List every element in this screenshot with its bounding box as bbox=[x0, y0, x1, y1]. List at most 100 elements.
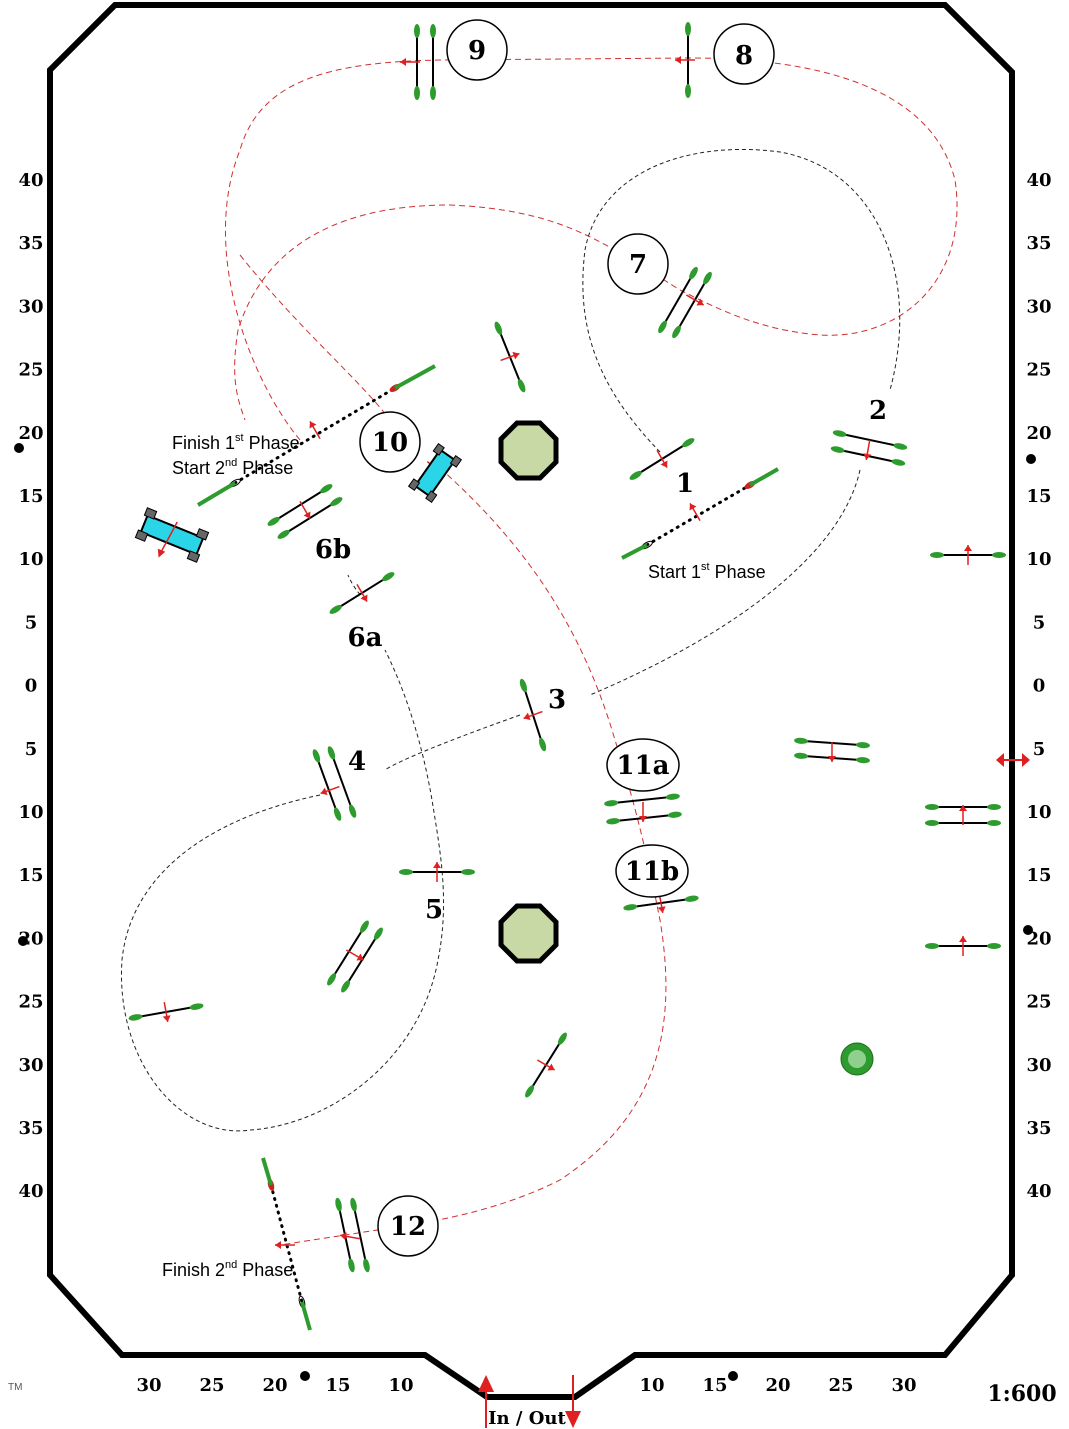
left-ruler-tick-label: 5 bbox=[25, 612, 38, 633]
right-ruler-tick-label: 5 bbox=[1033, 612, 1046, 633]
finish-2nd-phase-label: Finish 2nd Phase bbox=[162, 1259, 293, 1280]
route-phase-2 bbox=[224, 57, 958, 1246]
circled-numbers bbox=[359, 19, 775, 1257]
right-ruler: 40 35 30 25 20 15 10 5 0 5 10 15 20 25 30 35 40 bbox=[1026, 170, 1051, 1202]
obstacle-number-11a: 11a bbox=[616, 751, 669, 781]
start-2nd-phase-label: Start 2nd Phase bbox=[172, 457, 293, 478]
left-ruler-tick-label: 0 bbox=[25, 676, 38, 697]
right-ruler-tick-label: 35 bbox=[1026, 233, 1051, 254]
finish-1st-phase-label: Finish 1st Phase bbox=[172, 432, 300, 453]
obstacle-number-12: 12 bbox=[390, 1212, 426, 1242]
bottom-ruler-left-tick-label: 30 bbox=[136, 1375, 161, 1396]
bottom-ruler-left-tick-label: 20 bbox=[262, 1375, 287, 1396]
bottom-ruler-left-tick-label: 10 bbox=[388, 1375, 413, 1396]
island-top bbox=[498, 420, 559, 481]
right-ruler-tick-label: 35 bbox=[1026, 1118, 1051, 1139]
right-ruler-tick-label: 30 bbox=[1026, 1055, 1051, 1076]
obstacle-3 bbox=[517, 676, 549, 754]
left-ruler: 40 35 30 25 20 15 10 5 0 5 10 15 20 25 30 35 40 bbox=[18, 170, 43, 1202]
start-1-line bbox=[621, 467, 779, 560]
obstacle-2 bbox=[829, 428, 909, 468]
marker-dots bbox=[14, 443, 1036, 1381]
bottom-ruler-right-tick-label: 15 bbox=[702, 1375, 727, 1396]
obstacle-number-8: 8 bbox=[735, 41, 753, 71]
left-ruler-tick-label: 10 bbox=[18, 802, 43, 823]
obstacle-right-5 bbox=[792, 736, 872, 765]
left-ruler-tick-label: 25 bbox=[18, 992, 43, 1013]
obstacle-right-10 bbox=[929, 544, 1007, 566]
route-phase-2-link bbox=[239, 254, 391, 421]
arena-fence bbox=[47, 2, 1015, 1400]
carriage-10 bbox=[407, 442, 463, 504]
obstacle-number-3: 3 bbox=[548, 685, 566, 715]
obstacle-top-centre bbox=[491, 319, 529, 395]
carriage-start bbox=[134, 507, 210, 563]
trademark-label: TM bbox=[8, 1382, 22, 1393]
right-ruler-tick-label: 25 bbox=[1026, 992, 1051, 1013]
right-ruler-tick-label: 0 bbox=[1033, 676, 1046, 697]
obstacle-lower-centre bbox=[522, 1030, 570, 1100]
right-ruler-tick-label: 15 bbox=[1026, 486, 1051, 507]
side-exit-arrow-icon bbox=[996, 753, 1030, 767]
left-ruler-tick-label: 30 bbox=[18, 1055, 43, 1076]
obstacle-number-6b: 6b bbox=[315, 535, 351, 565]
bottom-ruler-right: 10 15 20 25 30 bbox=[639, 1375, 916, 1396]
right-ruler-tick-label: 20 bbox=[1026, 928, 1051, 949]
left-ruler-tick-label: 40 bbox=[18, 170, 43, 191]
left-ruler-tick-label: 5 bbox=[25, 739, 38, 760]
bottom-ruler-left-tick-label: 25 bbox=[199, 1375, 224, 1396]
entrance-arrows-icon bbox=[478, 1375, 581, 1428]
obstacle-12 bbox=[333, 1196, 372, 1274]
scale-label: 1:600 bbox=[987, 1381, 1056, 1407]
left-ruler-tick-label: 25 bbox=[18, 360, 43, 381]
left-ruler-tick-label: 35 bbox=[18, 233, 43, 254]
right-ruler-tick-label: 15 bbox=[1026, 865, 1051, 886]
left-ruler-tick-label: 15 bbox=[18, 865, 43, 886]
bottom-ruler-left: 30 25 20 15 10 bbox=[136, 1375, 413, 1396]
left-ruler-tick-label: 10 bbox=[18, 549, 43, 570]
obstacle-8 bbox=[674, 21, 696, 99]
bottom-ruler-right-tick-label: 10 bbox=[639, 1375, 664, 1396]
entrance-label: In / Out bbox=[488, 1408, 566, 1429]
obstacle-number-1: 1 bbox=[676, 469, 694, 499]
obstacle-number-11b: 11b bbox=[625, 857, 679, 887]
right-ruler-tick-label: 25 bbox=[1026, 360, 1051, 381]
obstacle-number-4: 4 bbox=[348, 747, 366, 777]
obstacle-5 bbox=[398, 861, 476, 883]
obstacle-number-10: 10 bbox=[372, 428, 408, 458]
bottom-ruler-left-tick-label: 15 bbox=[325, 1375, 350, 1396]
obstacle-lower-left-pair bbox=[324, 918, 386, 995]
bottom-ruler-right-tick-label: 20 bbox=[765, 1375, 790, 1396]
left-ruler-tick-label: 20 bbox=[18, 423, 43, 444]
right-ruler-tick-label: 5 bbox=[1033, 739, 1046, 760]
obstacle-11a bbox=[602, 792, 684, 826]
obstacle-number-2: 2 bbox=[869, 396, 887, 426]
right-ruler-tick-label: 10 bbox=[1026, 549, 1051, 570]
left-ruler-tick-label: 30 bbox=[18, 296, 43, 317]
right-ruler-tick-label: 40 bbox=[1026, 1181, 1051, 1202]
right-ruler-tick-label: 10 bbox=[1026, 802, 1051, 823]
route-phase-1 bbox=[120, 149, 901, 1132]
start-1st-phase-label: Start 1st Phase bbox=[648, 561, 766, 582]
right-ruler-tick-label: 40 bbox=[1026, 170, 1051, 191]
obstacle-number-9: 9 bbox=[468, 36, 486, 66]
bottom-ruler-right-tick-label: 30 bbox=[891, 1375, 916, 1396]
left-ruler-tick-label: 20 bbox=[18, 928, 43, 949]
right-ruler-tick-label: 20 bbox=[1026, 423, 1051, 444]
obstacle-6a bbox=[327, 569, 397, 617]
obstacle-9 bbox=[399, 23, 437, 101]
island-bottom bbox=[498, 903, 559, 964]
finish-2-line bbox=[261, 1157, 312, 1331]
obstacle-right-10-lower bbox=[924, 803, 1002, 827]
finish-1-start-2-line bbox=[196, 364, 436, 507]
obstacle-number-5: 5 bbox=[425, 895, 443, 925]
obstacle-number-7: 7 bbox=[629, 250, 647, 280]
bottom-ruler-right-tick-label: 25 bbox=[828, 1375, 853, 1396]
obstacle-number-6a: 6a bbox=[348, 623, 383, 653]
obstacle-left-25 bbox=[127, 1000, 205, 1024]
left-ruler-tick-label: 15 bbox=[18, 486, 43, 507]
obstacle-right-20 bbox=[924, 935, 1002, 957]
left-ruler-tick-label: 35 bbox=[18, 1118, 43, 1139]
